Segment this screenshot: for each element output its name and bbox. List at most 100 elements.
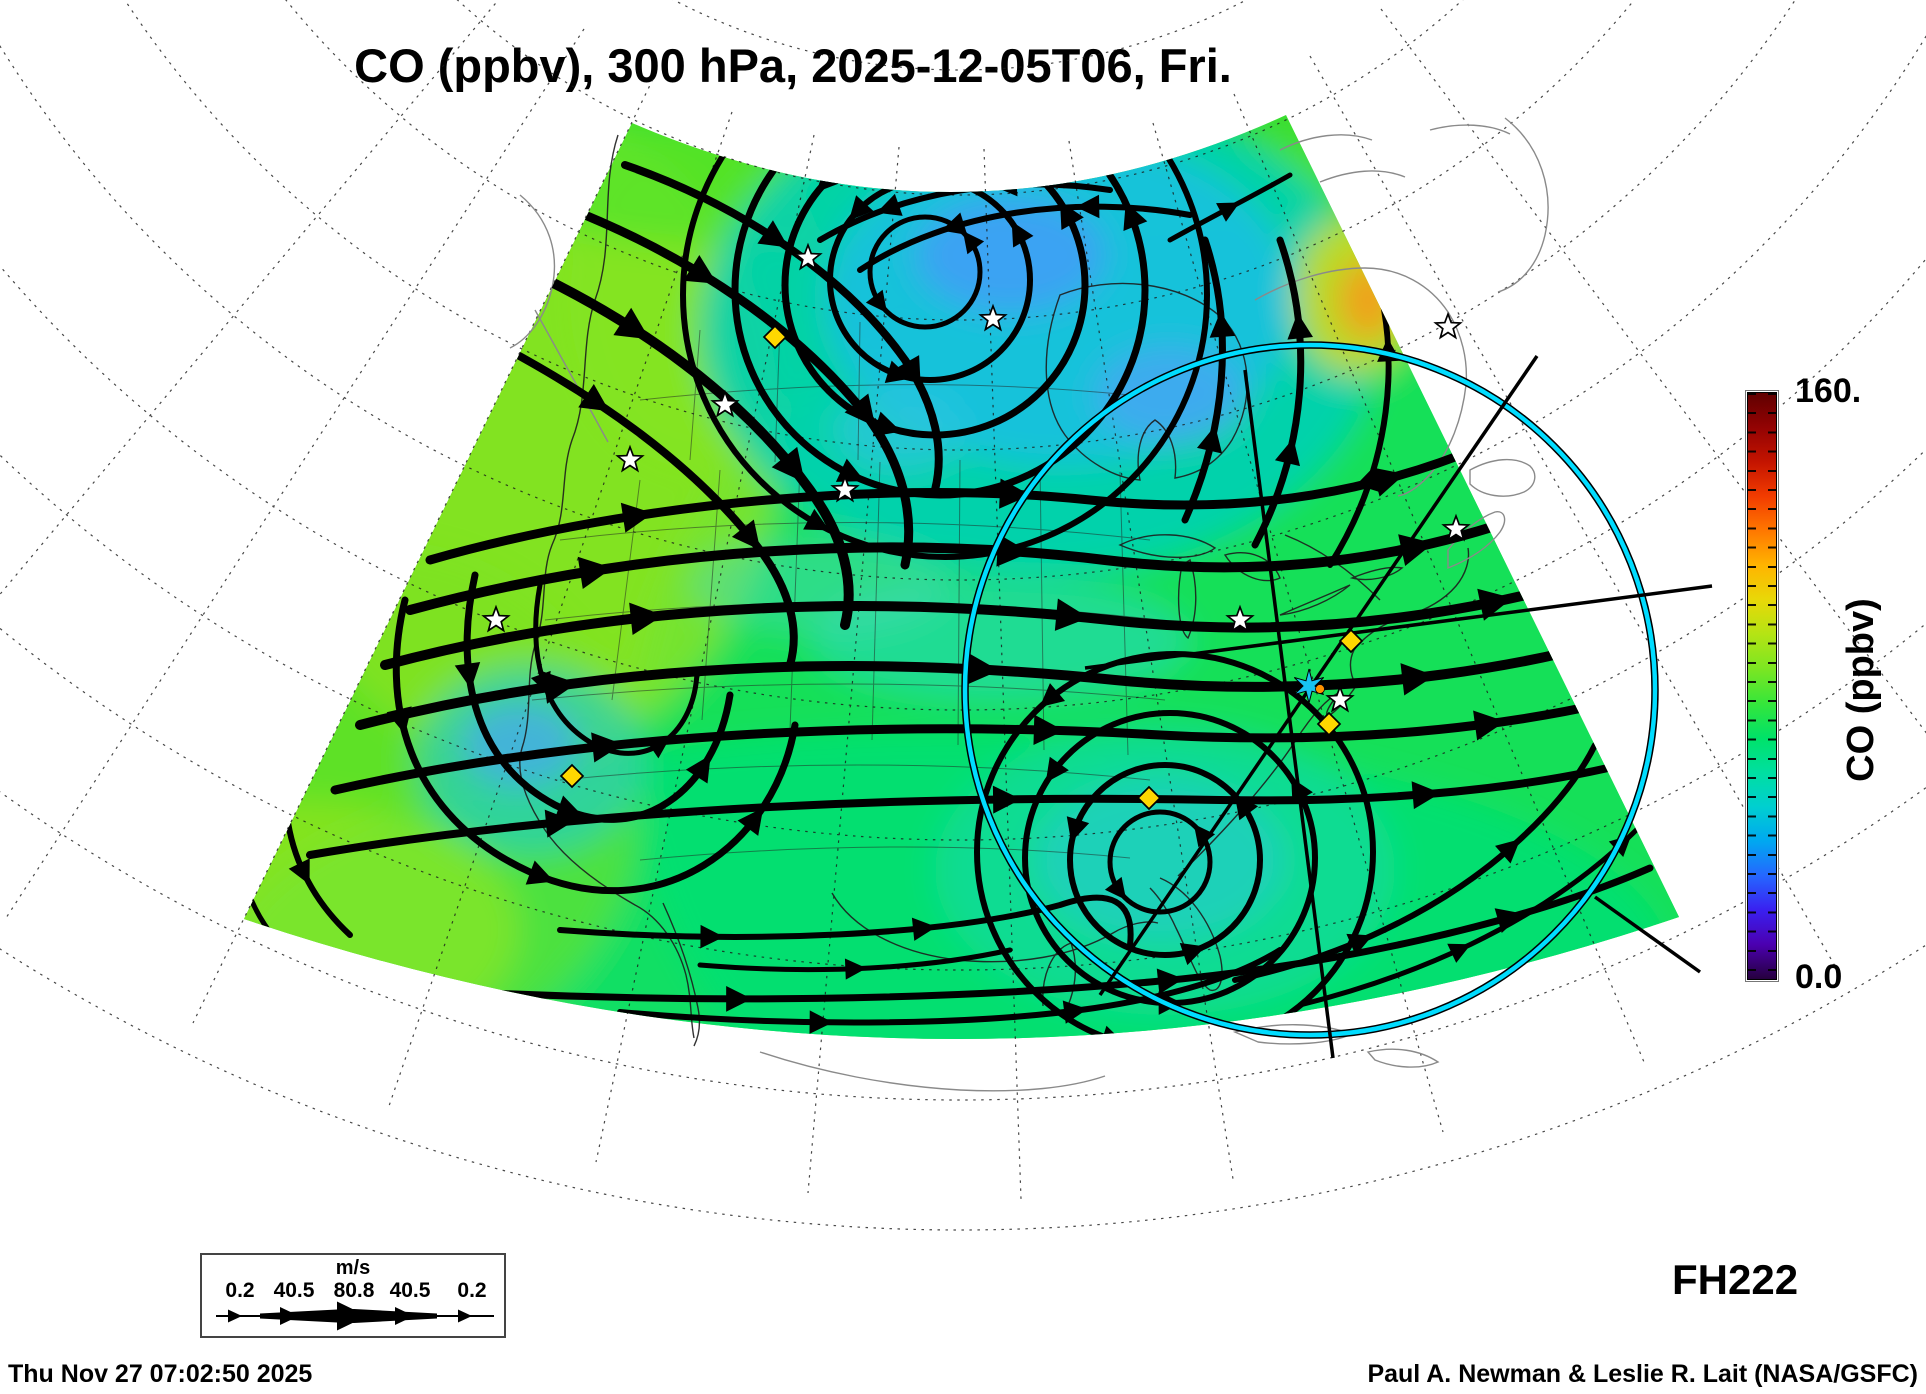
streamline-arrow-icon bbox=[1033, 714, 1065, 745]
creation-timestamp: Thu Nov 27 07:02:50 2025 bbox=[8, 1360, 313, 1388]
streamline-arrow-icon bbox=[844, 393, 876, 427]
streamline-arrow-icon bbox=[1473, 710, 1506, 741]
streamline-arrow-icon bbox=[1287, 312, 1314, 340]
streamline-arrow-icon bbox=[1495, 839, 1521, 864]
streamline-arrow-icon bbox=[1196, 425, 1223, 454]
streamline-arrow-icon bbox=[1346, 933, 1373, 956]
city-star-marker bbox=[978, 303, 1008, 332]
colorbar bbox=[1745, 390, 1779, 982]
forecast-hour-label: FH222 bbox=[1672, 1256, 1799, 1303]
great-circle-line bbox=[1084, 584, 1713, 670]
streamline-arrow-icon bbox=[999, 478, 1031, 509]
site-diamond-marker bbox=[1136, 785, 1162, 811]
observer-star-marker bbox=[1293, 668, 1325, 704]
streamline-arrow-icon bbox=[1234, 794, 1259, 821]
streamline-arrow-icon bbox=[941, 212, 968, 235]
streamline-arrow-icon bbox=[776, 68, 806, 98]
colorbar-axis-label: CO (ppbv) bbox=[1840, 598, 1882, 782]
wind-streamlines bbox=[244, 68, 1679, 1040]
wind-legend-value: 80.8 bbox=[333, 1279, 375, 1302]
streamline-arrow-icon bbox=[620, 502, 654, 533]
streamline-arrow-icon bbox=[646, 737, 670, 759]
streamline-arrow-icon bbox=[275, 761, 299, 787]
wind-legend-value: 0.2 bbox=[225, 1279, 255, 1302]
streamline-arrow-icon bbox=[771, 446, 805, 483]
great-circle-line bbox=[1243, 369, 1335, 1059]
colorbar-gradient bbox=[1747, 392, 1777, 980]
streamline-arrow-icon bbox=[1039, 683, 1066, 708]
site-diamond-marker bbox=[559, 763, 585, 789]
streamline-arrow-icon bbox=[1447, 943, 1471, 963]
streamline-arrow-icon bbox=[629, 602, 664, 636]
city-star-marker bbox=[1433, 311, 1463, 340]
wind-speed-legend: m/s 0.2 40.5 80.8 40.5 0.2 bbox=[200, 1253, 506, 1338]
streamline-arrow-icon bbox=[835, 458, 865, 482]
site-diamond-marker bbox=[1338, 628, 1364, 654]
streamline-arrow-icon bbox=[1062, 1000, 1088, 1024]
streamline-arrow-icon bbox=[876, 193, 903, 216]
streamline-arrow-icon bbox=[454, 661, 481, 690]
streamline-arrow-icon bbox=[577, 556, 613, 590]
coastlines-outside bbox=[509, 117, 1549, 1092]
overlay-markers bbox=[481, 242, 1713, 1059]
city-star-marker bbox=[1225, 604, 1255, 633]
site-diamond-marker bbox=[1316, 711, 1342, 737]
credit-line: Paul A. Newman & Leslie R. Lait (NASA/GS… bbox=[1367, 1360, 1918, 1388]
wind-legend-arrow bbox=[216, 1301, 494, 1331]
streamline-arrow-icon bbox=[244, 855, 250, 878]
streamline-arrow-icon bbox=[1104, 876, 1127, 900]
site-diamond-marker bbox=[762, 324, 788, 350]
city-star-marker bbox=[615, 444, 645, 473]
streamline-arrow-icon bbox=[685, 754, 711, 784]
streamline-arrow-icon bbox=[1400, 663, 1435, 696]
streamline-arrow-icon bbox=[726, 985, 752, 1012]
streamline-arrow-icon bbox=[700, 924, 724, 949]
wind-legend-value: 0.2 bbox=[457, 1279, 487, 1302]
streamline-arrow-icon bbox=[288, 858, 310, 885]
streamline-arrow-icon bbox=[872, 411, 902, 437]
site-dot-marker bbox=[1315, 684, 1325, 694]
city-star-marker bbox=[1325, 684, 1355, 713]
streamline-arrow-icon bbox=[1398, 534, 1434, 567]
streamline-arrow-icon bbox=[865, 289, 888, 313]
streamline-arrow-icon bbox=[1494, 908, 1523, 933]
streamline-arrow-icon bbox=[578, 384, 610, 412]
colorbar-ticks-right bbox=[1768, 393, 1776, 979]
wind-legend-value: 40.5 bbox=[389, 1279, 431, 1302]
streamline-arrow-icon bbox=[525, 860, 555, 885]
city-star-marker bbox=[710, 389, 740, 418]
streamline-arrow-icon bbox=[1411, 781, 1441, 810]
streamline-arrow-icon bbox=[1216, 202, 1240, 222]
city-star-marker bbox=[481, 604, 511, 633]
streamline-arrow-icon bbox=[1356, 465, 1379, 492]
streamline-arrow-icon bbox=[849, 195, 874, 221]
streamline-arrow-icon bbox=[1274, 438, 1301, 467]
streamline-arrow-icon bbox=[386, 706, 412, 735]
streamline-arrow-icon bbox=[530, 670, 551, 695]
streamline-arrow-icon bbox=[884, 360, 911, 383]
streamline-arrow-icon bbox=[683, 254, 718, 284]
great-circle-line bbox=[1098, 355, 1539, 996]
city-star-marker bbox=[830, 474, 860, 503]
wind-legend-units: m/s bbox=[335, 1257, 371, 1279]
streamline-arrow-icon bbox=[1209, 311, 1236, 338]
streamline-arrow-icon bbox=[731, 519, 761, 551]
streamline-arrow-icon bbox=[1011, 221, 1034, 248]
streamline-arrow-icon bbox=[1075, 194, 1100, 219]
colorbar-ticks-left bbox=[1748, 393, 1756, 979]
streamline-arrow-icon bbox=[554, 795, 584, 820]
great-circle-line bbox=[1593, 895, 1702, 974]
streamline-arrow-icon bbox=[613, 307, 650, 340]
streamline-arrow-icon bbox=[1045, 756, 1069, 783]
streamline-arrow-icon bbox=[1054, 598, 1089, 631]
streamline-arrow-icon bbox=[1156, 968, 1184, 995]
streamline-arrow-icon bbox=[962, 231, 985, 255]
page-title: CO (ppbv), 300 hPa, 2025-12-05T06, Fri. bbox=[354, 39, 1232, 92]
graticule bbox=[0, 0, 1926, 1231]
streamline-arrow-icon bbox=[1477, 588, 1513, 621]
city-star-marker bbox=[793, 242, 823, 271]
streamline-arrow-icon bbox=[757, 220, 789, 248]
streamline-arrow-icon bbox=[844, 958, 867, 980]
streamline-arrow-icon bbox=[1179, 942, 1206, 966]
